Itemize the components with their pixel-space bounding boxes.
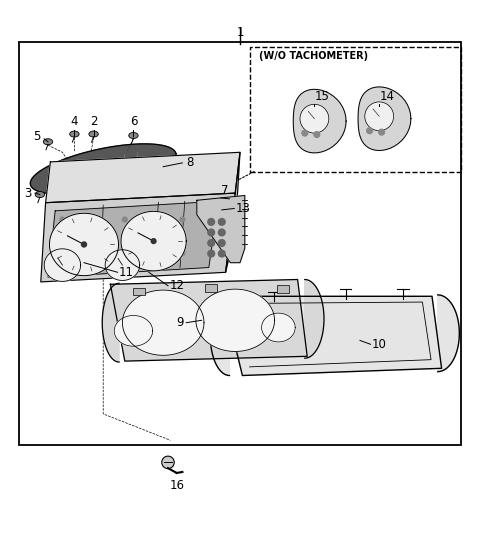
Ellipse shape — [70, 131, 79, 137]
Bar — [133, 288, 145, 295]
Polygon shape — [293, 89, 346, 153]
Circle shape — [379, 129, 384, 135]
Circle shape — [84, 251, 89, 256]
Circle shape — [180, 251, 185, 256]
Circle shape — [84, 217, 89, 222]
Ellipse shape — [129, 133, 138, 139]
Polygon shape — [48, 201, 218, 277]
Bar — [78, 174, 85, 182]
Bar — [107, 168, 114, 175]
Circle shape — [208, 229, 215, 236]
Circle shape — [82, 242, 86, 247]
Text: 12: 12 — [169, 279, 184, 292]
Polygon shape — [358, 87, 411, 150]
Circle shape — [367, 128, 372, 134]
Ellipse shape — [43, 139, 53, 145]
Text: 3: 3 — [24, 187, 31, 200]
Ellipse shape — [89, 131, 98, 137]
Text: 14: 14 — [379, 90, 394, 103]
Circle shape — [300, 104, 329, 133]
Polygon shape — [41, 193, 235, 282]
Circle shape — [180, 217, 185, 222]
Text: (W/O TACHOMETER): (W/O TACHOMETER) — [259, 50, 368, 60]
Circle shape — [208, 240, 215, 247]
Text: 6: 6 — [130, 116, 137, 128]
Circle shape — [60, 236, 65, 241]
Polygon shape — [438, 295, 459, 372]
Circle shape — [122, 251, 127, 256]
Circle shape — [122, 217, 127, 222]
Polygon shape — [226, 152, 240, 272]
Polygon shape — [105, 250, 140, 280]
Bar — [19, 42, 461, 445]
Text: 16: 16 — [170, 479, 185, 492]
Bar — [121, 165, 129, 172]
Circle shape — [60, 251, 65, 256]
Text: 1: 1 — [236, 26, 244, 39]
Text: 13: 13 — [236, 202, 251, 215]
Text: 15: 15 — [314, 90, 329, 103]
Circle shape — [218, 240, 225, 247]
Polygon shape — [49, 213, 119, 276]
Bar — [205, 284, 217, 292]
Circle shape — [151, 239, 156, 243]
Circle shape — [84, 236, 89, 241]
Polygon shape — [197, 195, 245, 263]
Circle shape — [162, 456, 174, 469]
Circle shape — [365, 102, 394, 131]
Polygon shape — [305, 279, 324, 358]
Text: 2: 2 — [90, 116, 97, 128]
Polygon shape — [196, 289, 275, 351]
Polygon shape — [262, 313, 295, 342]
Polygon shape — [30, 144, 176, 194]
Circle shape — [314, 132, 320, 137]
Circle shape — [302, 130, 308, 136]
Text: 7: 7 — [220, 184, 228, 197]
Text: 5: 5 — [34, 131, 41, 143]
Circle shape — [218, 218, 225, 225]
Polygon shape — [114, 316, 153, 346]
Text: 9: 9 — [176, 316, 183, 329]
Polygon shape — [44, 249, 81, 281]
Polygon shape — [110, 279, 307, 361]
Ellipse shape — [35, 192, 45, 197]
Bar — [277, 285, 289, 293]
Polygon shape — [122, 290, 204, 355]
Text: 8: 8 — [186, 156, 193, 170]
Circle shape — [60, 217, 65, 222]
Polygon shape — [210, 296, 229, 376]
Polygon shape — [102, 284, 119, 362]
Circle shape — [218, 250, 225, 257]
Polygon shape — [223, 296, 442, 376]
Text: 10: 10 — [372, 338, 387, 351]
Text: 4: 4 — [71, 116, 78, 128]
Polygon shape — [121, 211, 186, 271]
Polygon shape — [46, 152, 240, 203]
Circle shape — [122, 236, 127, 241]
Circle shape — [208, 250, 215, 257]
Circle shape — [208, 218, 215, 225]
Text: 11: 11 — [119, 266, 134, 279]
Circle shape — [180, 236, 185, 241]
Circle shape — [218, 229, 225, 236]
Bar — [92, 171, 100, 179]
